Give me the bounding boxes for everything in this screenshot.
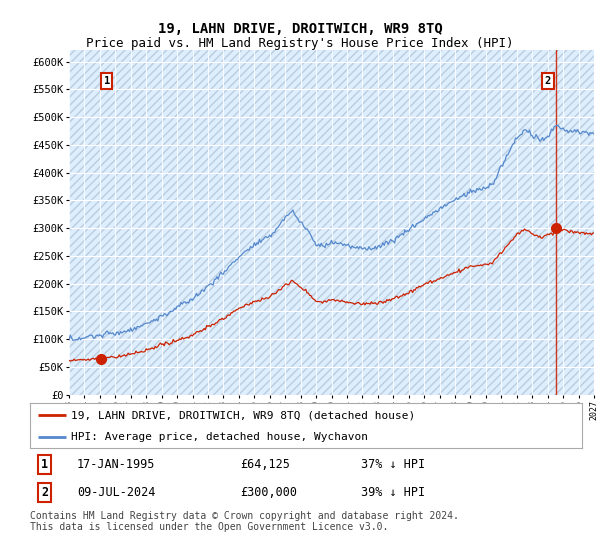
Text: 37% ↓ HPI: 37% ↓ HPI	[361, 458, 425, 471]
Text: 09-JUL-2024: 09-JUL-2024	[77, 487, 155, 500]
Text: 1: 1	[104, 76, 110, 86]
Text: 1: 1	[41, 458, 48, 471]
Text: 19, LAHN DRIVE, DROITWICH, WR9 8TQ (detached house): 19, LAHN DRIVE, DROITWICH, WR9 8TQ (deta…	[71, 410, 416, 421]
Text: HPI: Average price, detached house, Wychavon: HPI: Average price, detached house, Wych…	[71, 432, 368, 442]
Text: 17-JAN-1995: 17-JAN-1995	[77, 458, 155, 471]
Text: 19, LAHN DRIVE, DROITWICH, WR9 8TQ: 19, LAHN DRIVE, DROITWICH, WR9 8TQ	[158, 22, 442, 36]
Text: £300,000: £300,000	[240, 487, 297, 500]
Text: Price paid vs. HM Land Registry's House Price Index (HPI): Price paid vs. HM Land Registry's House …	[86, 37, 514, 50]
Text: Contains HM Land Registry data © Crown copyright and database right 2024.
This d: Contains HM Land Registry data © Crown c…	[30, 511, 459, 533]
Text: 2: 2	[41, 487, 48, 500]
Text: 39% ↓ HPI: 39% ↓ HPI	[361, 487, 425, 500]
Text: 2: 2	[545, 76, 551, 86]
Text: £64,125: £64,125	[240, 458, 290, 471]
